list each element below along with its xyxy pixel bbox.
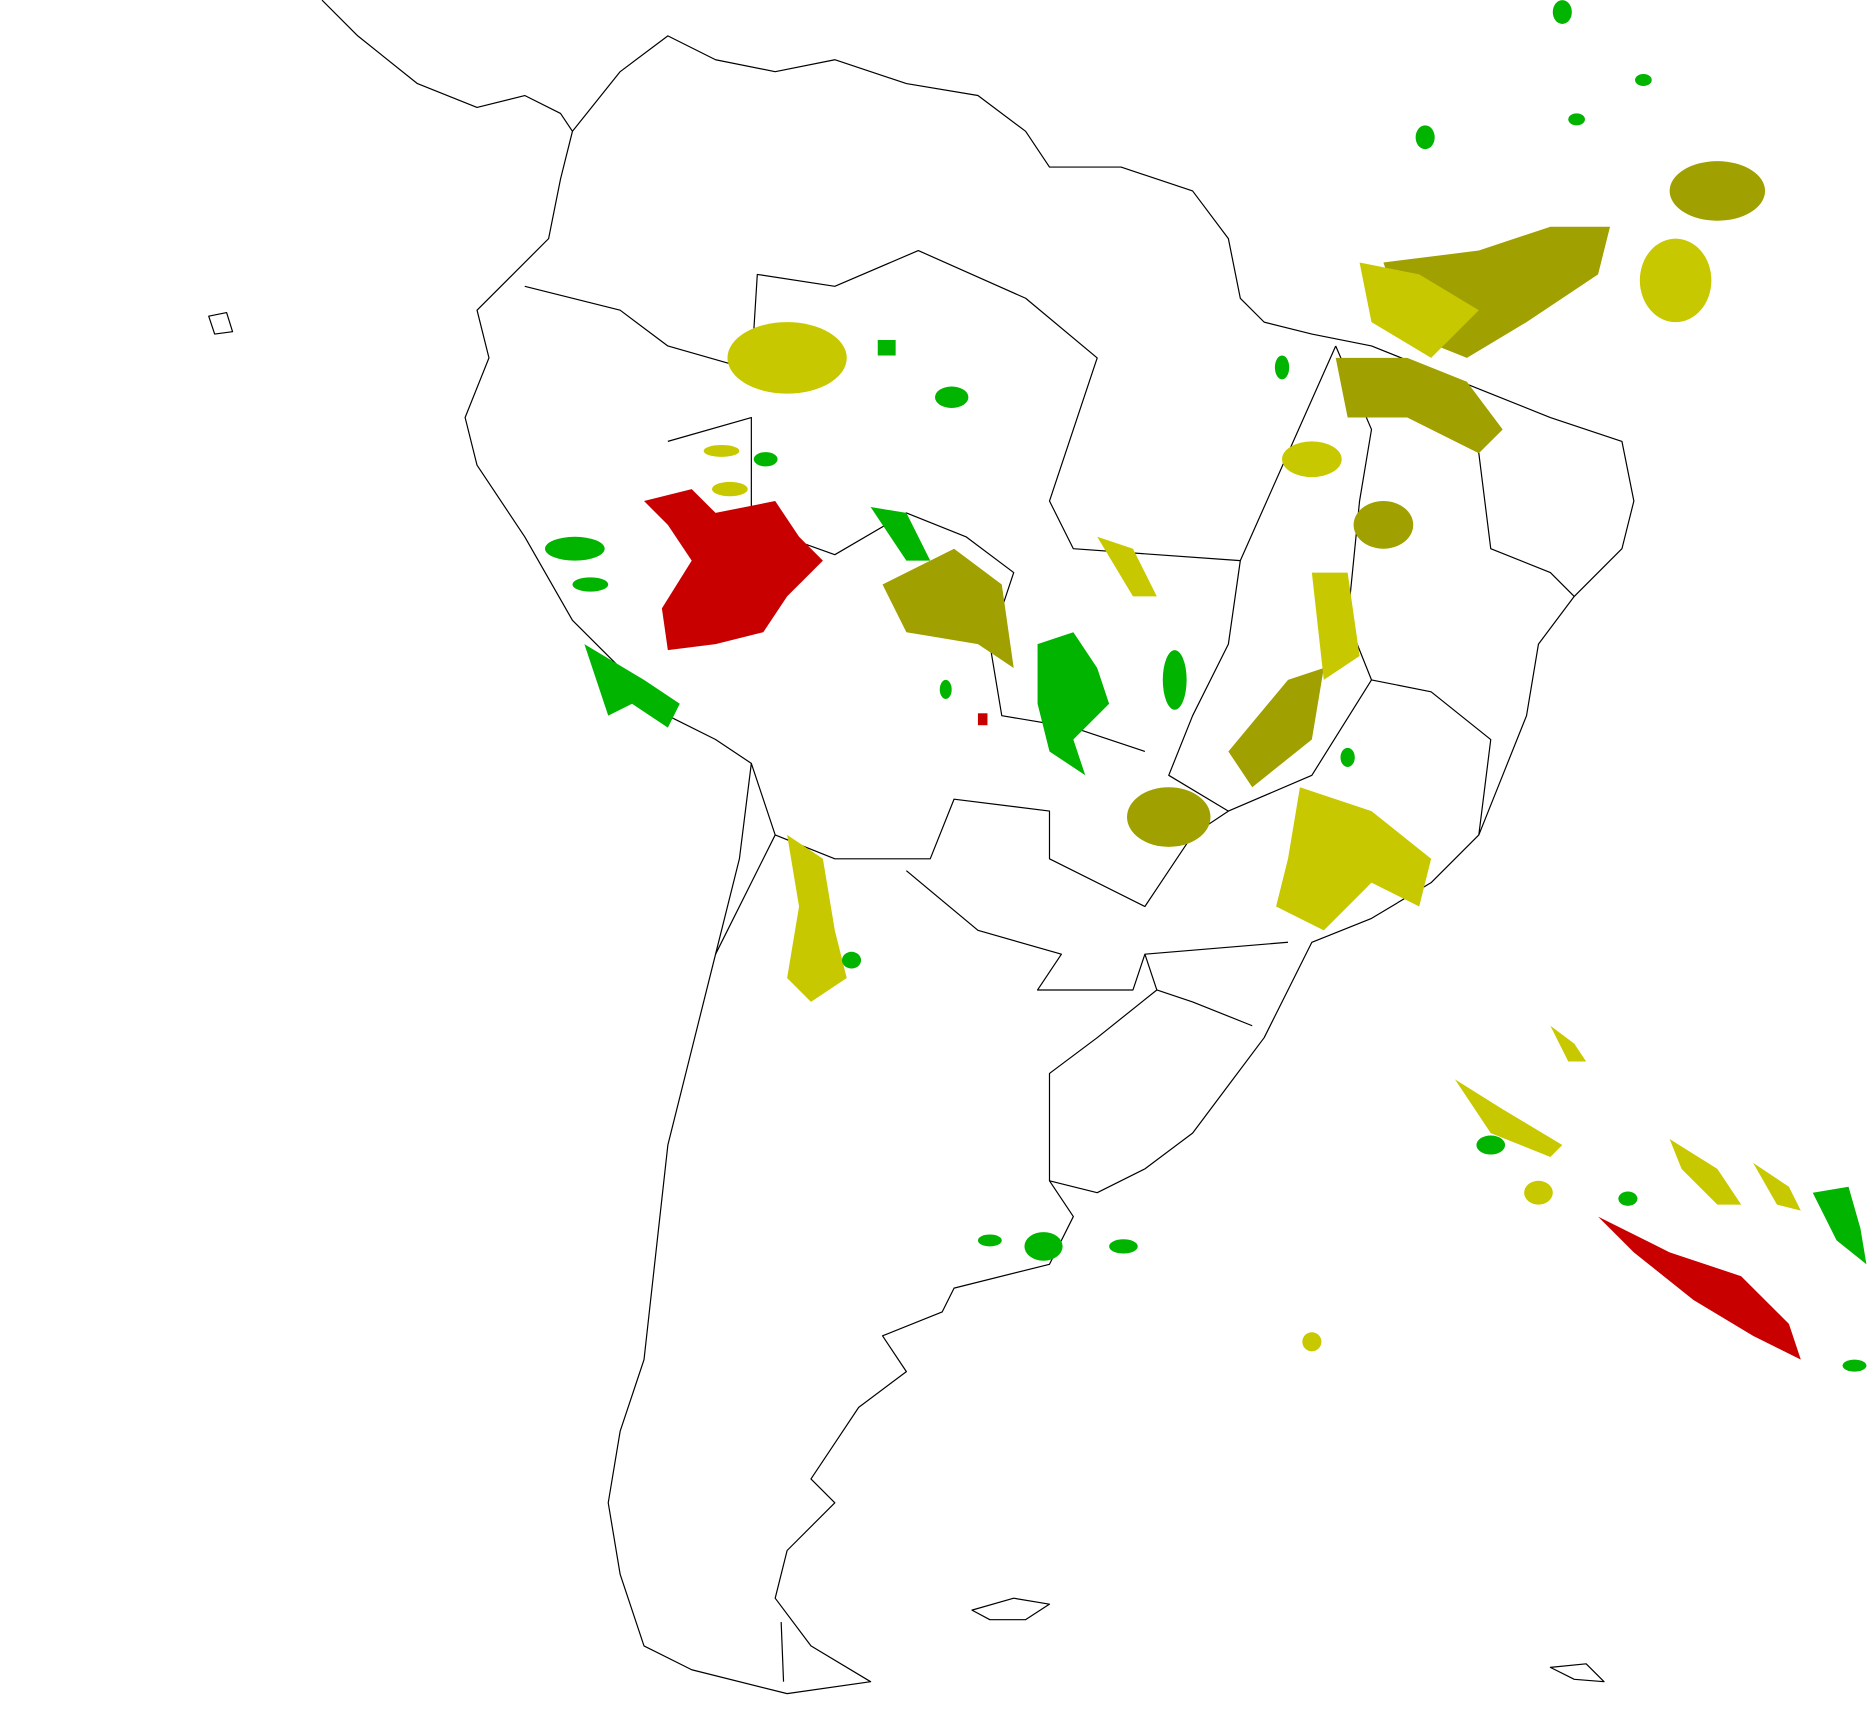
border: [1168, 560, 1492, 836]
rain-area: [1097, 536, 1157, 597]
rain-area: [841, 951, 862, 969]
rain-area: [1228, 667, 1324, 788]
rain-area: [1359, 262, 1479, 358]
rain-area: [977, 713, 988, 726]
rain-area: [545, 536, 605, 561]
rain-area: [935, 386, 969, 408]
border: [780, 1622, 785, 1682]
island: [208, 311, 234, 335]
rain-area: [1353, 501, 1414, 549]
rain-area: [1024, 1232, 1063, 1261]
rain-area: [1415, 125, 1435, 150]
border: [667, 416, 1146, 753]
rain-area: [1109, 1239, 1138, 1254]
rain-area: [977, 1234, 1002, 1247]
island: [971, 1597, 1051, 1621]
island: [1549, 1663, 1605, 1683]
rain-area: [711, 481, 748, 497]
rain-area: [753, 452, 778, 467]
rain-area: [1568, 113, 1585, 126]
rain-area: [1812, 1186, 1867, 1265]
border: [524, 249, 1337, 562]
rain-area: [727, 322, 847, 394]
rain-area: [1842, 1359, 1867, 1372]
rain-area: [572, 577, 609, 592]
rain-area: [882, 548, 1014, 668]
border: [1048, 989, 1158, 1181]
continent-outline: [321, 0, 1635, 1695]
rain-area: [644, 489, 823, 651]
rain-area: [1550, 1025, 1587, 1062]
rain-area: [1162, 650, 1187, 710]
coastline: [208, 0, 1635, 1695]
rain-area: [1340, 747, 1355, 767]
border: [1144, 954, 1253, 1027]
rain-area: [877, 340, 896, 356]
precipitation: [545, 0, 1867, 1372]
rain-area: [1669, 1139, 1742, 1205]
rain-area: [1276, 787, 1432, 931]
rain-area: [870, 506, 931, 561]
rain-area: [1669, 161, 1766, 221]
rain-area: [1476, 1135, 1506, 1155]
rain-area: [1454, 1079, 1563, 1157]
rain-area: [1524, 1180, 1553, 1205]
border: [905, 870, 1289, 991]
rain-area: [1635, 74, 1652, 86]
rain-area: [1552, 0, 1572, 24]
rain-area: [1335, 357, 1503, 454]
rain-area: [1598, 1216, 1801, 1360]
rain-area: [787, 834, 847, 1002]
rain-area: [1274, 355, 1290, 380]
rain-area: [1639, 238, 1712, 323]
borders: [524, 249, 1575, 1682]
rain-area: [1037, 632, 1110, 776]
rain-area: [1302, 1332, 1322, 1352]
rain-area: [1282, 441, 1342, 478]
rain-area: [939, 679, 952, 699]
rain-area: [584, 644, 680, 728]
rain-area: [1618, 1191, 1638, 1206]
rain-area: [1753, 1162, 1801, 1211]
border: [715, 834, 776, 955]
rain-area: [1127, 787, 1211, 847]
rain-area: [703, 444, 740, 457]
rain-area: [1311, 572, 1360, 680]
